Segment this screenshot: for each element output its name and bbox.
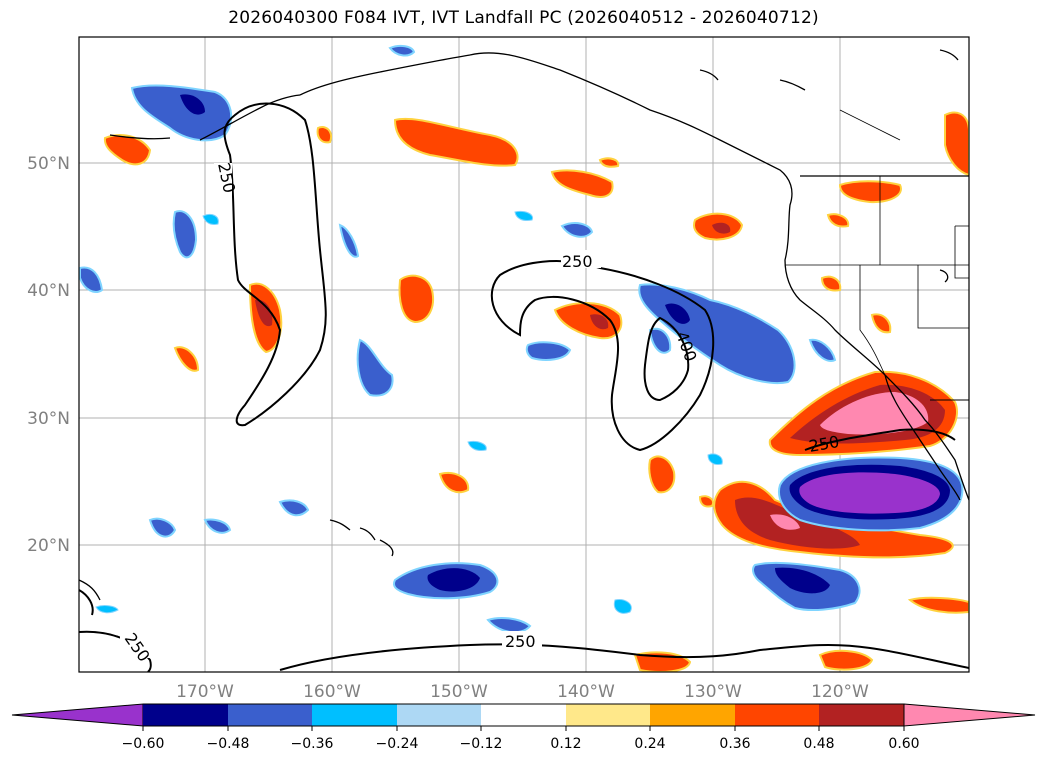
colorbar-tick-label: −0.24 [376,736,419,752]
anomaly-warm-4 [550,169,614,198]
anomaly-warm-3 [393,117,519,167]
lat-label-40n: 40°N [27,281,70,301]
contour-400 [643,316,690,402]
colorbar-tick-label: 0.24 [634,736,665,752]
anomaly-warm-2 [398,274,434,324]
negative-anomaly-regions [79,44,964,634]
map-title: 2026040300 F084 IVT, IVT Landfall PC (20… [228,8,819,28]
colorbar-tick-label: 0.36 [719,736,750,752]
lon-label-160w: 160°W [303,682,361,702]
lon-label-170w: 170°W [176,682,234,702]
colorbar-tick-label: 0.60 [888,736,919,752]
colorbar-segment [481,704,566,726]
coastlines [79,49,969,601]
anomaly-warm-1 [553,302,623,340]
colorbar-tick-label: −0.12 [460,736,503,752]
colorbar-tick-label: −0.36 [291,736,334,752]
longitude-labels: 170°W 160°W 150°W 140°W 130°W 120°W [176,682,869,702]
lon-label-130w: 130°W [684,682,742,702]
colorbar-segment [819,704,904,726]
latitude-labels: 50°N 40°N 30°N 20°N [27,154,70,556]
colorbar-tick-label: −0.48 [207,736,250,752]
contour-250-south [279,643,969,671]
contour-label-south: 250 [505,632,536,651]
lat-label-50n: 50°N [27,154,70,174]
contour-labels: 250 250 250 250 250 400 [120,161,841,665]
colorbar-segment [735,704,819,726]
contour-250-central [490,260,715,452]
lon-label-140w: 140°W [557,682,615,702]
colorbar-tick-label: −0.60 [122,736,165,752]
colorbar-tick-label: 0.48 [803,736,834,752]
contour-250-southwest [79,630,152,672]
colorbar-segment [312,704,397,726]
colorbar-tick-labels: −0.60 −0.48 −0.36 −0.24 −0.12 0.12 0.24 … [122,736,920,752]
anomaly-warm-7 [103,134,152,166]
colorbar-segment [228,704,312,726]
lat-label-30n: 30°N [27,409,70,429]
contour-250-baja [804,428,956,451]
colorbar-segment [397,704,481,726]
colorbar-left-extension [11,703,144,727]
ivt-contours [79,102,969,672]
colorbar: −0.60 −0.48 −0.36 −0.24 −0.12 0.12 0.24 … [11,703,1036,752]
lon-label-120w: 120°W [811,682,869,702]
lon-label-150w: 150°W [430,682,488,702]
colorbar-segment [566,704,650,726]
contour-label-central: 250 [562,252,593,271]
colorbar-ticks [142,726,905,731]
lat-label-20n: 20°N [27,536,70,556]
map-frame [78,36,970,673]
colorbar-segment [650,704,735,726]
colorbar-tick-label: 0.12 [550,736,581,752]
contour-250-west [223,102,327,427]
colorbar-segment [143,704,228,726]
map-body: 250 250 250 250 250 400 [79,37,969,672]
colorbar-right-extension [903,703,1036,727]
